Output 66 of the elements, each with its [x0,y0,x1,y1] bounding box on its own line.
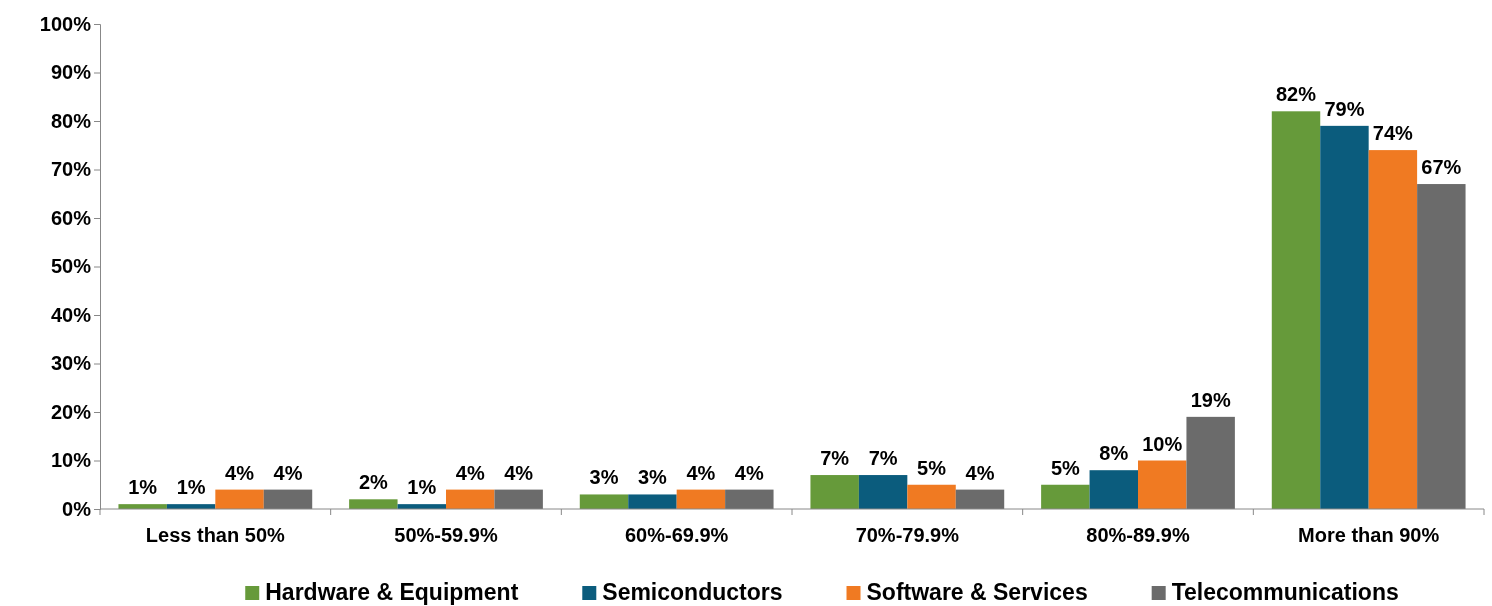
bar [1417,184,1466,509]
data-label: 10% [1142,432,1183,455]
x-tick-label: 80%-89.9% [1086,524,1190,546]
data-label: 19% [1190,388,1231,411]
bar [1320,125,1369,509]
data-label: 4% [504,461,534,484]
data-label: 74% [1372,122,1414,145]
bar [1186,416,1235,509]
y-tick-label: 80% [50,109,92,132]
x-tick-label: 70%-79.9% [855,524,960,546]
data-label: 3% [637,466,668,489]
bar [907,484,956,509]
y-tick-label: 40% [50,303,92,326]
data-label: 5% [1050,456,1081,479]
bar [215,489,264,509]
bar [494,489,543,509]
bar [955,489,1005,509]
y-tick-label: 0% [62,497,92,520]
x-tick-label: Less than 50% [145,524,286,546]
legend-label: Semiconductors [602,579,783,605]
y-tick-label: 10% [50,449,92,472]
data-label: 1% [176,476,206,499]
bar [446,489,495,509]
x-tick-label: 50%-59.9% [394,524,498,546]
y-tick-label: 60% [50,206,92,229]
data-label: 4% [686,461,716,484]
data-label: 7% [868,447,898,470]
bar [628,494,677,509]
data-label: 1% [407,476,437,499]
bar [858,475,908,509]
bar [579,494,629,509]
legend-label: Hardware & Equipment [265,579,519,605]
data-label: 3% [589,466,619,489]
bar [1138,460,1187,509]
bar [676,489,726,509]
data-label: 82% [1275,83,1317,106]
y-tick-label: 90% [50,61,92,84]
y-tick-label: 70% [50,158,92,181]
x-tick-label: 60%-69.9% [624,524,729,546]
data-label: 4% [734,461,764,484]
data-label: 67% [1421,156,1462,179]
bar [810,475,859,509]
bar [1089,470,1138,509]
data-label: 4% [455,461,485,484]
data-label: 4% [273,461,303,484]
data-label: 5% [917,456,947,479]
bar [1041,484,1090,509]
data-label: 1% [128,476,158,499]
data-label: 7% [820,447,850,470]
bar [725,489,774,509]
data-label: 79% [1324,97,1365,120]
data-label: 4% [965,461,995,484]
bar [263,489,313,509]
bar [349,499,398,509]
legend-label: Telecommunications [1171,579,1399,605]
bar [1271,111,1321,509]
x-tick-label: More than 90% [1298,524,1440,546]
y-tick-label: 50% [50,255,92,278]
data-label: 2% [358,471,389,494]
y-tick-label: 30% [50,352,92,375]
bar [1368,150,1418,509]
data-label: 4% [225,461,255,484]
y-tick-label: 100% [39,12,92,35]
data-label: 8% [1099,442,1129,465]
legend-label: Software & Services [866,579,1088,605]
y-tick-label: 20% [50,400,92,423]
